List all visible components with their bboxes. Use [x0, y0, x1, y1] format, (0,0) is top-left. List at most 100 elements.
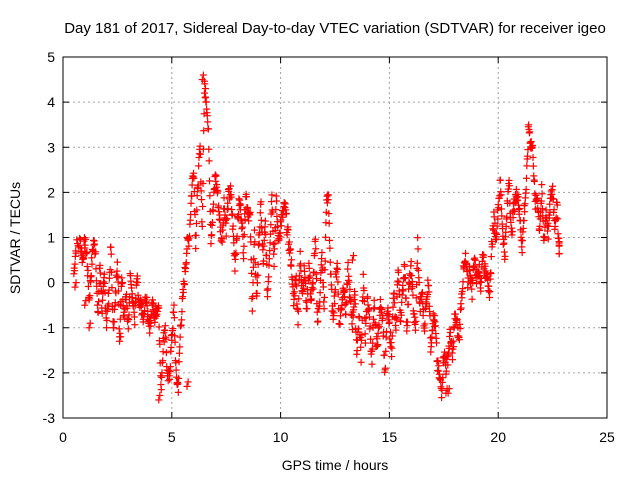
data-point — [357, 343, 365, 351]
data-point — [287, 262, 295, 270]
data-point — [422, 304, 430, 312]
data-point — [485, 293, 493, 301]
data-point — [191, 211, 199, 219]
data-point — [200, 127, 208, 135]
data-point — [196, 150, 204, 158]
data-point — [545, 222, 553, 230]
data-point — [458, 294, 466, 302]
data-point — [244, 204, 252, 212]
data-point — [345, 272, 353, 280]
data-point — [445, 344, 453, 352]
data-point — [428, 333, 436, 341]
data-point — [220, 194, 228, 202]
data-point — [325, 219, 333, 227]
data-point — [174, 388, 182, 396]
data-point — [527, 138, 535, 146]
data-point — [324, 191, 332, 199]
data-point — [537, 197, 545, 205]
data-point — [519, 224, 527, 232]
data-point — [313, 275, 321, 283]
data-point — [309, 285, 317, 293]
data-point — [415, 278, 423, 286]
data-point — [93, 301, 101, 309]
data-point — [492, 229, 500, 237]
data-point — [350, 296, 358, 304]
data-point — [171, 338, 179, 346]
data-point — [320, 298, 328, 306]
data-point — [159, 357, 167, 365]
data-point — [157, 372, 165, 380]
data-point — [180, 281, 188, 289]
data-point — [254, 261, 262, 269]
data-point — [524, 152, 532, 160]
data-point — [361, 314, 369, 322]
data-point — [365, 313, 373, 321]
data-point — [331, 286, 339, 294]
data-point — [439, 374, 447, 382]
data-point — [309, 279, 317, 287]
y-tick-label: 5 — [47, 49, 55, 65]
data-point — [330, 292, 338, 300]
data-point — [239, 233, 247, 241]
data-point — [390, 299, 398, 307]
data-point — [508, 228, 516, 236]
data-point — [468, 285, 476, 293]
data-point — [120, 313, 128, 321]
data-point — [351, 300, 359, 308]
y-tick-label: 1 — [47, 230, 55, 246]
data-point — [188, 181, 196, 189]
data-point — [206, 192, 214, 200]
data-point — [172, 366, 180, 374]
data-point — [190, 174, 198, 182]
data-point — [249, 293, 257, 301]
data-point — [204, 125, 212, 133]
data-point — [222, 219, 230, 227]
data-point — [107, 250, 115, 258]
data-point — [83, 263, 91, 271]
data-point — [96, 261, 104, 269]
data-point — [71, 260, 79, 268]
data-point — [199, 71, 207, 79]
data-point — [76, 234, 84, 242]
data-point — [457, 304, 465, 312]
data-point — [72, 279, 80, 287]
data-point — [170, 308, 178, 316]
data-point — [265, 255, 273, 263]
data-point — [196, 142, 204, 150]
data-point — [444, 361, 452, 369]
data-point — [210, 200, 218, 208]
data-point — [84, 266, 92, 274]
data-point — [361, 330, 369, 338]
data-point — [192, 245, 200, 253]
data-point — [101, 279, 109, 287]
data-point — [429, 310, 437, 318]
data-point — [266, 247, 274, 255]
data-point — [471, 256, 479, 264]
data-point — [332, 273, 340, 281]
data-point — [116, 337, 124, 345]
data-point — [167, 343, 175, 351]
data-point — [202, 98, 210, 106]
data-point — [531, 190, 539, 198]
data-point — [389, 303, 397, 311]
data-point — [250, 255, 258, 263]
data-point — [111, 299, 119, 307]
data-point — [110, 318, 118, 326]
data-point — [362, 319, 370, 327]
data-point — [401, 262, 409, 270]
data-point — [368, 360, 376, 368]
x-tick-label: 15 — [382, 429, 398, 445]
data-point — [257, 198, 265, 206]
data-point — [360, 286, 368, 294]
data-point — [367, 335, 375, 343]
data-point — [395, 278, 403, 286]
data-point — [174, 380, 182, 388]
data-point — [104, 289, 112, 297]
data-point — [414, 245, 422, 253]
y-tick-label: 3 — [47, 139, 55, 155]
data-point — [512, 185, 520, 193]
data-point — [115, 325, 123, 333]
data-point — [279, 213, 287, 221]
